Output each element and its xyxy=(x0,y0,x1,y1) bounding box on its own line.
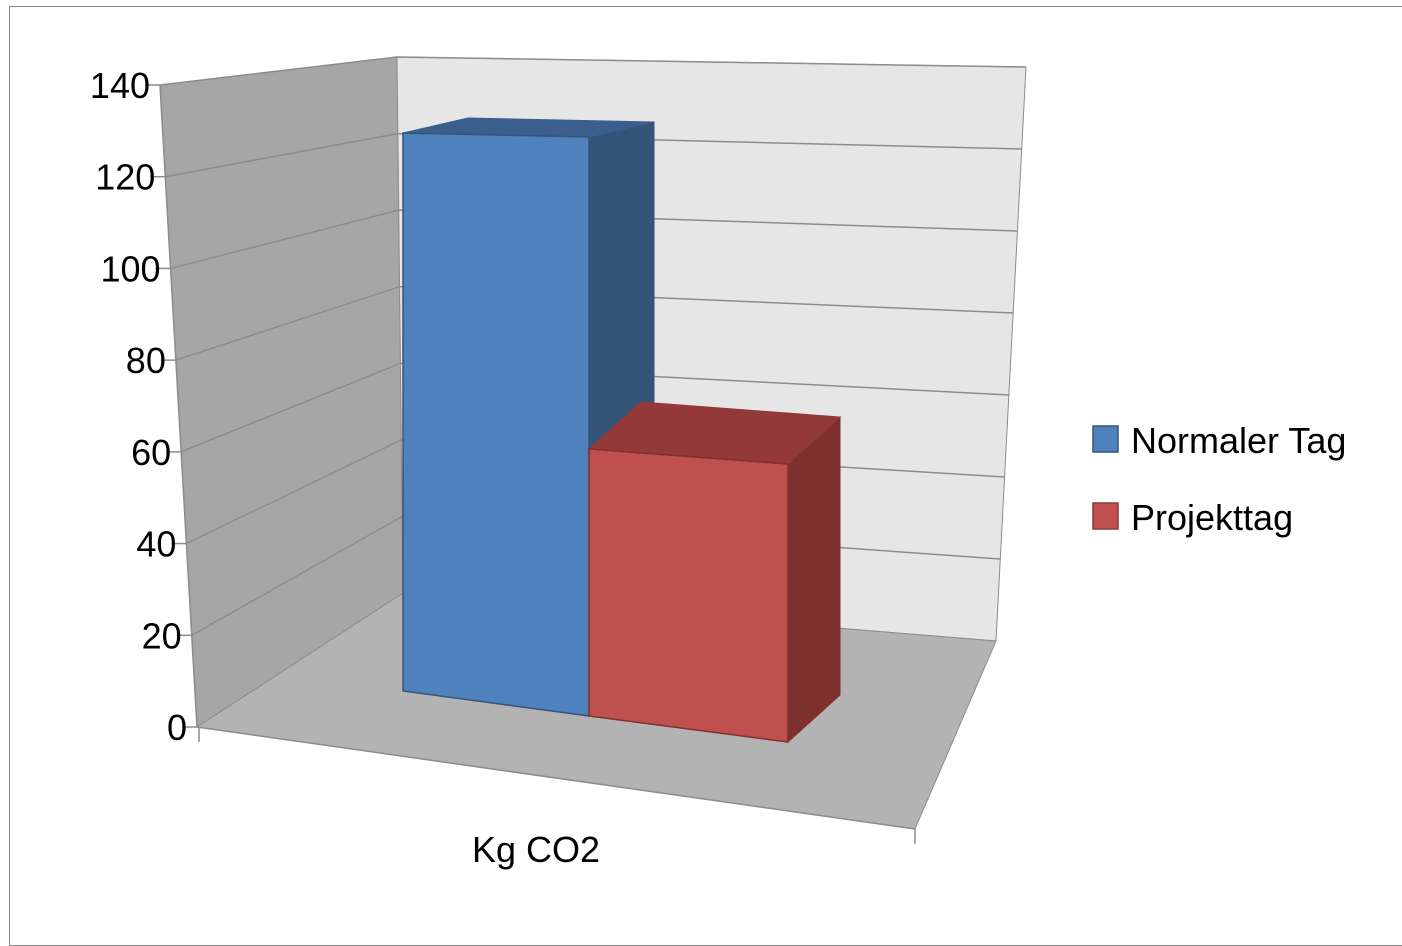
bar-side-face xyxy=(788,417,840,742)
legend-swatch-normaler-tag xyxy=(1093,426,1118,452)
legend-swatch-projekttag xyxy=(1093,503,1118,529)
category-label: Kg CO2 xyxy=(472,829,600,870)
bar-front-face xyxy=(589,449,788,742)
y-tick-label: 40 xyxy=(136,524,176,565)
y-tick-label: 60 xyxy=(131,432,171,473)
y-tick-label: 80 xyxy=(126,340,166,381)
y-tick-label: 100 xyxy=(100,248,160,289)
y-tick-label: 120 xyxy=(95,157,155,198)
bar-projekttag[interactable] xyxy=(589,402,840,742)
y-tick-label: 20 xyxy=(142,615,182,656)
y-tick-label: 140 xyxy=(90,65,150,106)
legend: Normaler Tag Projekttag xyxy=(1093,420,1346,538)
bar-front-face xyxy=(403,133,589,716)
y-tick-label: 0 xyxy=(167,707,187,748)
legend-label-normaler-tag: Normaler Tag xyxy=(1131,420,1346,461)
legend-label-projekttag: Projekttag xyxy=(1131,497,1293,538)
legend-item-projekttag[interactable]: Projekttag xyxy=(1093,497,1293,538)
legend-item-normaler-tag[interactable]: Normaler Tag xyxy=(1093,420,1346,461)
